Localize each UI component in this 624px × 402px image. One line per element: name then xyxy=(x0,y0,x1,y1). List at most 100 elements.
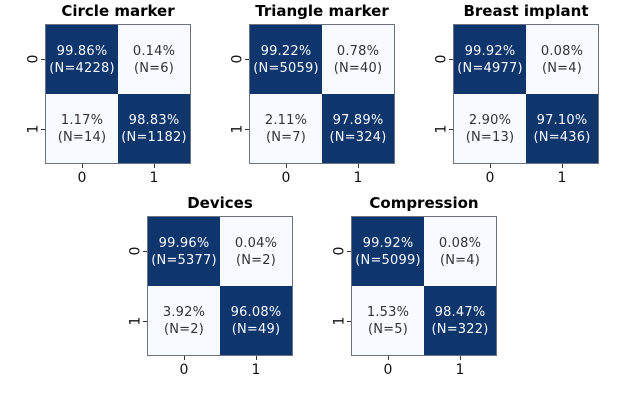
cell-count: (N=4) xyxy=(541,60,583,76)
y-axis: 0 1 xyxy=(229,24,249,164)
cell-count: (N=4977) xyxy=(457,60,523,76)
cell-percent: 0.08% xyxy=(438,235,482,251)
cell-percent: 98.83% xyxy=(128,112,180,128)
subplot-title: Triangle marker xyxy=(255,2,389,20)
cell-count: (N=5059) xyxy=(253,60,319,76)
matrix-cell: 0.14% (N=6) xyxy=(118,25,190,94)
matrix-cell: 0.08% (N=4) xyxy=(424,217,496,286)
matrix-cell: 99.92% (N=5099) xyxy=(352,217,424,286)
y-tick: 1 xyxy=(25,94,45,164)
matrix-body: 0 1 99.92% (N=5099) 0.08% (N=4) xyxy=(331,216,497,356)
x-tick-label: 1 xyxy=(353,170,363,186)
matrix-cell: 1.53% (N=5) xyxy=(352,286,424,355)
cell-percent: 0.14% xyxy=(132,43,176,59)
y-tick-label: 0 xyxy=(433,54,450,64)
y-tick-label: 0 xyxy=(127,246,144,256)
cell-count: (N=436) xyxy=(533,129,591,145)
cell-count: (N=13) xyxy=(465,129,515,145)
y-tick: 1 xyxy=(433,94,453,164)
cell-count: (N=2) xyxy=(163,321,205,337)
cell-percent: 0.08% xyxy=(540,43,584,59)
matrix-cell: 97.10% (N=436) xyxy=(526,94,598,163)
y-tick-mark xyxy=(41,128,45,130)
cell-count: (N=5099) xyxy=(355,252,421,268)
y-tick-mark xyxy=(347,320,351,322)
cell-count: (N=40) xyxy=(333,60,383,76)
heatmap-grid: 99.92% (N=4977) 0.08% (N=4) 2.90% (N=13)… xyxy=(453,24,599,164)
x-tick-mark xyxy=(255,356,257,360)
x-tick: 0 xyxy=(46,164,118,186)
y-tick-label: 1 xyxy=(25,124,42,134)
y-tick-mark xyxy=(143,250,147,252)
cell-count: (N=49) xyxy=(231,321,281,337)
y-tick-mark xyxy=(449,128,453,130)
matrix-body: 0 1 99.22% (N=5059) 0.78% (N=40) xyxy=(229,24,395,164)
x-axis: 0 1 xyxy=(148,356,293,378)
x-axis: 0 1 xyxy=(454,164,599,186)
x-tick: 0 xyxy=(454,164,526,186)
confusion-matrix: Compression 0 1 99.92% (N=5099) 0.08% xyxy=(331,194,497,378)
y-tick-label: 0 xyxy=(331,246,348,256)
matrix-cell: 99.86% (N=4228) xyxy=(46,25,118,94)
cell-percent: 98.47% xyxy=(434,304,486,320)
y-tick: 0 xyxy=(229,24,249,94)
x-tick-label: 1 xyxy=(455,362,465,378)
x-tick-label: 1 xyxy=(251,362,261,378)
heatmap-grid: 99.92% (N=5099) 0.08% (N=4) 1.53% (N=5) … xyxy=(351,216,497,356)
matrix-cell: 0.78% (N=40) xyxy=(322,25,394,94)
cell-percent: 99.92% xyxy=(464,43,516,59)
x-tick-mark xyxy=(489,164,491,168)
subplot-title: Devices xyxy=(187,194,253,212)
x-tick: 1 xyxy=(526,164,598,186)
y-tick-label: 1 xyxy=(331,316,348,326)
matrix-cell: 99.22% (N=5059) xyxy=(250,25,322,94)
cell-count: (N=1182) xyxy=(121,129,187,145)
y-tick: 0 xyxy=(433,24,453,94)
y-axis: 0 1 xyxy=(25,24,45,164)
x-tick-label: 0 xyxy=(281,170,291,186)
x-tick-mark xyxy=(459,356,461,360)
x-tick-label: 0 xyxy=(77,170,87,186)
cell-count: (N=4228) xyxy=(49,60,115,76)
x-tick-label: 0 xyxy=(383,362,393,378)
x-tick-label: 0 xyxy=(485,170,495,186)
y-tick-mark xyxy=(449,58,453,60)
cell-percent: 2.11% xyxy=(264,112,308,128)
cell-percent: 97.89% xyxy=(332,112,384,128)
x-tick: 0 xyxy=(352,356,424,378)
y-tick: 0 xyxy=(127,216,147,286)
x-tick-mark xyxy=(387,356,389,360)
y-tick-mark xyxy=(41,58,45,60)
x-tick-mark xyxy=(357,164,359,168)
x-tick: 1 xyxy=(118,164,190,186)
y-tick-label: 1 xyxy=(433,124,450,134)
y-tick-mark xyxy=(245,58,249,60)
cell-count: (N=5) xyxy=(367,321,409,337)
x-tick-label: 1 xyxy=(557,170,567,186)
subplot-title: Breast implant xyxy=(463,2,589,20)
x-tick: 1 xyxy=(424,356,496,378)
x-tick-mark xyxy=(81,164,83,168)
matrix-cell: 0.04% (N=2) xyxy=(220,217,292,286)
top-row: Circle marker 0 1 99.86% (N=4228) 0.14% xyxy=(0,2,624,186)
matrix-cell: 99.96% (N=5377) xyxy=(148,217,220,286)
matrix-cell: 3.92% (N=2) xyxy=(148,286,220,355)
heatmap-grid: 99.86% (N=4228) 0.14% (N=6) 1.17% (N=14)… xyxy=(45,24,191,164)
x-tick: 0 xyxy=(148,356,220,378)
matrix-body: 0 1 99.96% (N=5377) 0.04% (N=2) xyxy=(127,216,293,356)
cell-percent: 0.78% xyxy=(336,43,380,59)
matrix-cell: 98.83% (N=1182) xyxy=(118,94,190,163)
matrix-cell: 1.17% (N=14) xyxy=(46,94,118,163)
x-tick-mark xyxy=(153,164,155,168)
y-tick-label: 0 xyxy=(229,54,246,64)
matrix-cell: 97.89% (N=324) xyxy=(322,94,394,163)
cell-count: (N=5377) xyxy=(151,252,217,268)
y-tick: 1 xyxy=(229,94,249,164)
confusion-matrix: Circle marker 0 1 99.86% (N=4228) 0.14% xyxy=(25,2,191,186)
confusion-matrix: Triangle marker 0 1 99.22% (N=5059) 0.7 xyxy=(229,2,395,186)
x-tick-mark xyxy=(183,356,185,360)
matrix-cell: 2.11% (N=7) xyxy=(250,94,322,163)
y-tick-label: 1 xyxy=(229,124,246,134)
x-tick: 1 xyxy=(322,164,394,186)
